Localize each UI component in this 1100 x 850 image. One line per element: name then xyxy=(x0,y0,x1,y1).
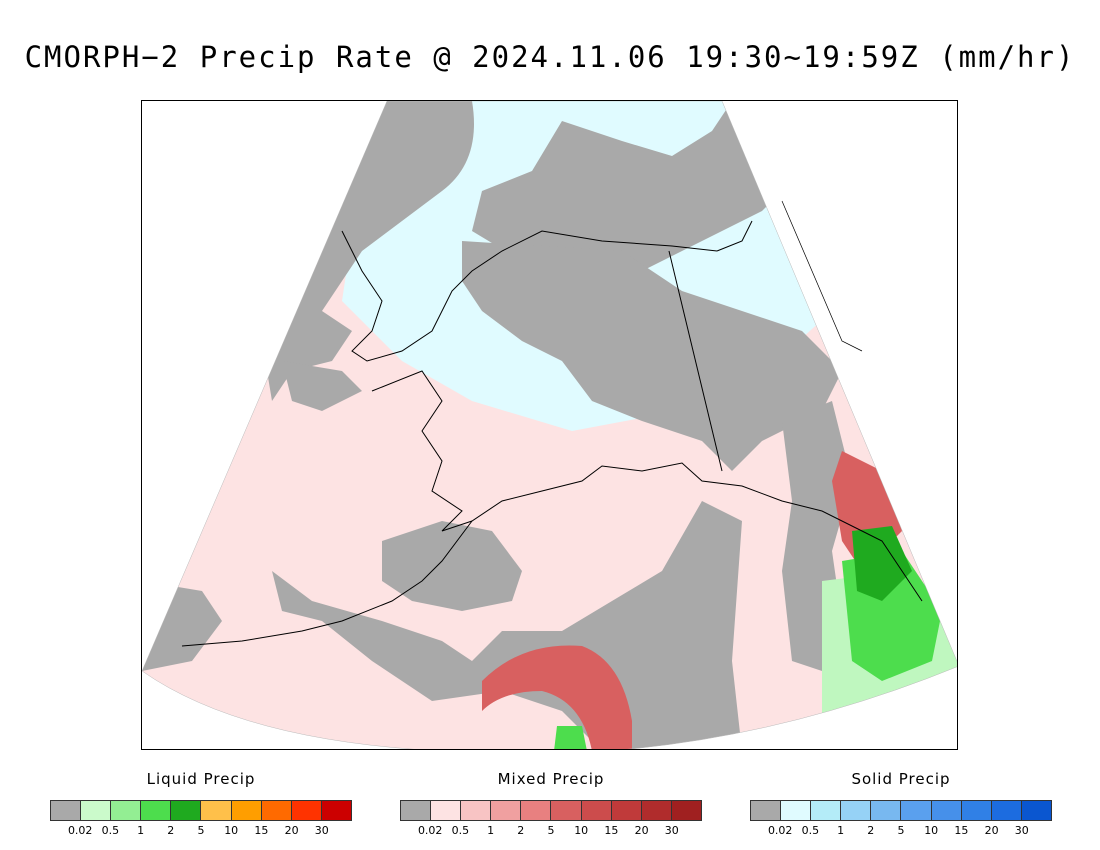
precip-map-canvas xyxy=(142,101,957,749)
legend-swatch xyxy=(671,801,701,820)
legend-swatch xyxy=(261,801,292,820)
legend-ticks: 0.02 0.5 1 2 5 10 15 20 30 xyxy=(50,824,352,838)
precip-map xyxy=(141,100,958,750)
legend-tick-label: 20 xyxy=(284,824,299,837)
legend-swatch xyxy=(611,801,642,820)
legend-tick-label: 15 xyxy=(954,824,969,837)
liquid-heavy-region xyxy=(852,526,912,601)
legend-swatch xyxy=(931,801,962,820)
trace-region xyxy=(272,501,742,749)
arctic-coast-east xyxy=(716,220,753,252)
legend-swatch xyxy=(81,801,112,820)
legend-tick-label: 0.02 xyxy=(417,824,443,837)
legend-swatch xyxy=(491,801,522,820)
legend-title: Liquid Precip xyxy=(146,770,256,788)
legend-title: Solid Precip xyxy=(851,770,951,788)
legend-tick-label: 30 xyxy=(1014,824,1029,837)
legend-swatch xyxy=(291,801,322,820)
legend-tick-label: 30 xyxy=(314,824,329,837)
legend-swatch xyxy=(551,801,582,820)
trace-region xyxy=(282,361,362,411)
trace-region xyxy=(472,101,782,291)
legend-color-bar xyxy=(50,800,352,821)
legend-swatch xyxy=(321,801,351,820)
legend-swatch xyxy=(581,801,612,820)
mixed-medium-region xyxy=(482,645,632,749)
legend-tick-label: 2 xyxy=(517,824,525,837)
legend-tick-label: 20 xyxy=(634,824,649,837)
legend-swatch xyxy=(641,801,672,820)
legend-tick-label: 1 xyxy=(487,824,495,837)
legend-swatch xyxy=(991,801,1022,820)
legend-swatch xyxy=(461,801,492,820)
legend-swatch xyxy=(1021,801,1051,820)
legend-ticks: 0.02 0.5 1 2 5 10 15 20 30 xyxy=(400,824,702,838)
legend-tick-label: 1 xyxy=(137,824,145,837)
legend-tick-label: 10 xyxy=(574,824,589,837)
map-title: CMORPH−2 Precip Rate @ 2024.11.06 19:30~… xyxy=(24,40,1076,74)
projection-boundary xyxy=(142,101,957,749)
legend-tick-label: 0.02 xyxy=(767,824,793,837)
legend-color-bar xyxy=(400,800,702,821)
legend-title: Mixed Precip xyxy=(497,770,605,788)
legend-swatch xyxy=(841,801,872,820)
legend-tick-label: 2 xyxy=(167,824,175,837)
legend-tick-label: 15 xyxy=(604,824,619,837)
legend-swatch xyxy=(171,801,202,820)
legend-swatch xyxy=(51,801,82,820)
legend-tick-label: 10 xyxy=(224,824,239,837)
legend-swatch xyxy=(141,801,172,820)
legend-tick-label: 0.5 xyxy=(801,824,820,837)
legend-tick-label: 10 xyxy=(924,824,939,837)
legend-tick-label: 0.02 xyxy=(67,824,93,837)
legend-swatch xyxy=(961,801,992,820)
trace-region xyxy=(262,101,474,401)
legend-swatch xyxy=(231,801,262,820)
trace-region xyxy=(382,521,522,611)
legend-tick-label: 5 xyxy=(547,824,555,837)
liquid-medium-region xyxy=(554,726,587,749)
legend-swatch xyxy=(751,801,782,820)
trace-region xyxy=(462,241,842,471)
legend-ticks: 0.02 0.5 1 2 5 10 15 20 30 xyxy=(750,824,1052,838)
legend-swatch xyxy=(521,801,552,820)
legend-swatch xyxy=(111,801,142,820)
legend-swatch xyxy=(401,801,432,820)
legend-tick-label: 20 xyxy=(984,824,999,837)
legend-swatch xyxy=(781,801,812,820)
legend-tick-label: 5 xyxy=(197,824,205,837)
legend-tick-label: 0.5 xyxy=(101,824,120,837)
legend-solid: Solid Precip 0.02 0.5 1 2 5 10 15 20 30 xyxy=(750,770,1052,838)
legend-swatch xyxy=(201,801,232,820)
canada-border xyxy=(668,250,723,472)
legend-tick-label: 1 xyxy=(837,824,845,837)
legend-tick-label: 0.5 xyxy=(451,824,470,837)
legend-liquid: Liquid Precip 0.02 0.5 1 2 5 10 15 20 30 xyxy=(50,770,352,838)
legend-color-bar xyxy=(750,800,1052,821)
legend-tick-label: 15 xyxy=(254,824,269,837)
legend-swatch xyxy=(811,801,842,820)
legend-swatch xyxy=(871,801,902,820)
legend-tick-label: 2 xyxy=(867,824,875,837)
legend-tick-label: 5 xyxy=(897,824,905,837)
coastline xyxy=(181,200,923,647)
legend-swatch xyxy=(431,801,462,820)
legend-tick-label: 30 xyxy=(664,824,679,837)
legend-mixed: Mixed Precip 0.02 0.5 1 2 5 10 15 20 30 xyxy=(400,770,702,838)
legend-swatch xyxy=(901,801,932,820)
